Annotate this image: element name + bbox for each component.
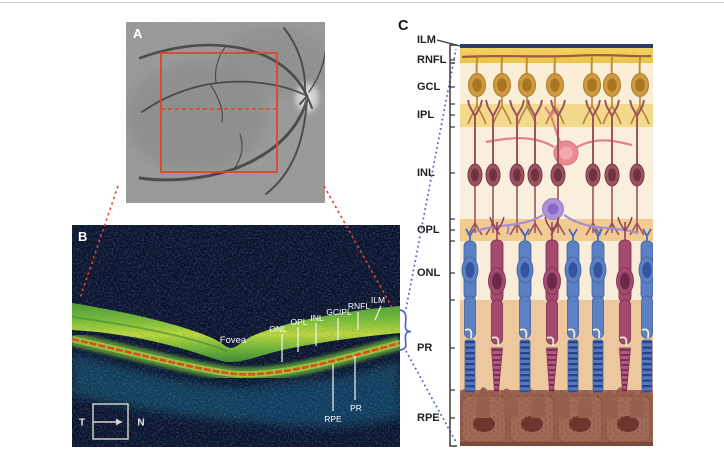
panel-b-letter: B	[78, 229, 88, 244]
layer-label-gcl: GCL	[417, 81, 441, 93]
layer-label-inl: INL	[417, 167, 435, 179]
top-border-line	[0, 2, 724, 3]
oct-bscan-image: Fovea ONL OPL INL GCIPL RNFL ILM RPE PR …	[72, 225, 400, 447]
panel-c-layer-diagram	[460, 44, 653, 446]
layer-label-rpe: RPE	[417, 412, 440, 424]
layer-label-ipl: IPL	[417, 109, 435, 121]
panel-a-letter: A	[133, 26, 143, 41]
blue-dotted-connectors	[405, 48, 457, 443]
layer-label-opl: OPL	[417, 224, 440, 236]
retina-schematic	[460, 44, 653, 446]
nerve-fiber-line	[461, 53, 652, 59]
brace-icon	[399, 309, 412, 351]
layer-axis	[449, 44, 457, 447]
layer-label-ilm: ILM	[417, 34, 436, 46]
nasal-label: N	[137, 418, 144, 429]
oct-label-gcipl: GCIPL	[326, 307, 352, 317]
panel-c-letter: C	[398, 18, 409, 34]
fovea-label: Fovea	[220, 335, 247, 346]
roi-red-box	[160, 52, 278, 173]
orientation-indicator: T N	[79, 403, 145, 440]
oct-label-ilm: ILM	[371, 295, 385, 305]
oct-label-lines	[281, 305, 382, 411]
oct-label-pr: PR	[350, 403, 362, 413]
layer-label-pr: PR	[417, 342, 433, 354]
horizontal-cell	[475, 198, 639, 237]
layer-label-onl: ONL	[417, 267, 441, 279]
layer-label-rnfl: RNFL	[417, 54, 447, 66]
retinal-vessels	[138, 27, 325, 195]
oct-label-inl: INL	[310, 313, 324, 323]
oct-label-opl: OPL	[290, 317, 307, 327]
panel-b-oct-scan: Fovea ONL OPL INL GCIPL RNFL ILM RPE PR …	[72, 225, 400, 447]
arrow-right-icon	[116, 418, 122, 426]
oct-label-rnfl: RNFL	[348, 301, 370, 311]
oct-label-onl: ONL	[269, 324, 287, 334]
fundus-photo-image	[126, 22, 325, 203]
oct-label-rpe: RPE	[324, 414, 342, 424]
temporal-label: T	[79, 418, 85, 429]
panel-a-fundus-photo	[126, 22, 325, 203]
